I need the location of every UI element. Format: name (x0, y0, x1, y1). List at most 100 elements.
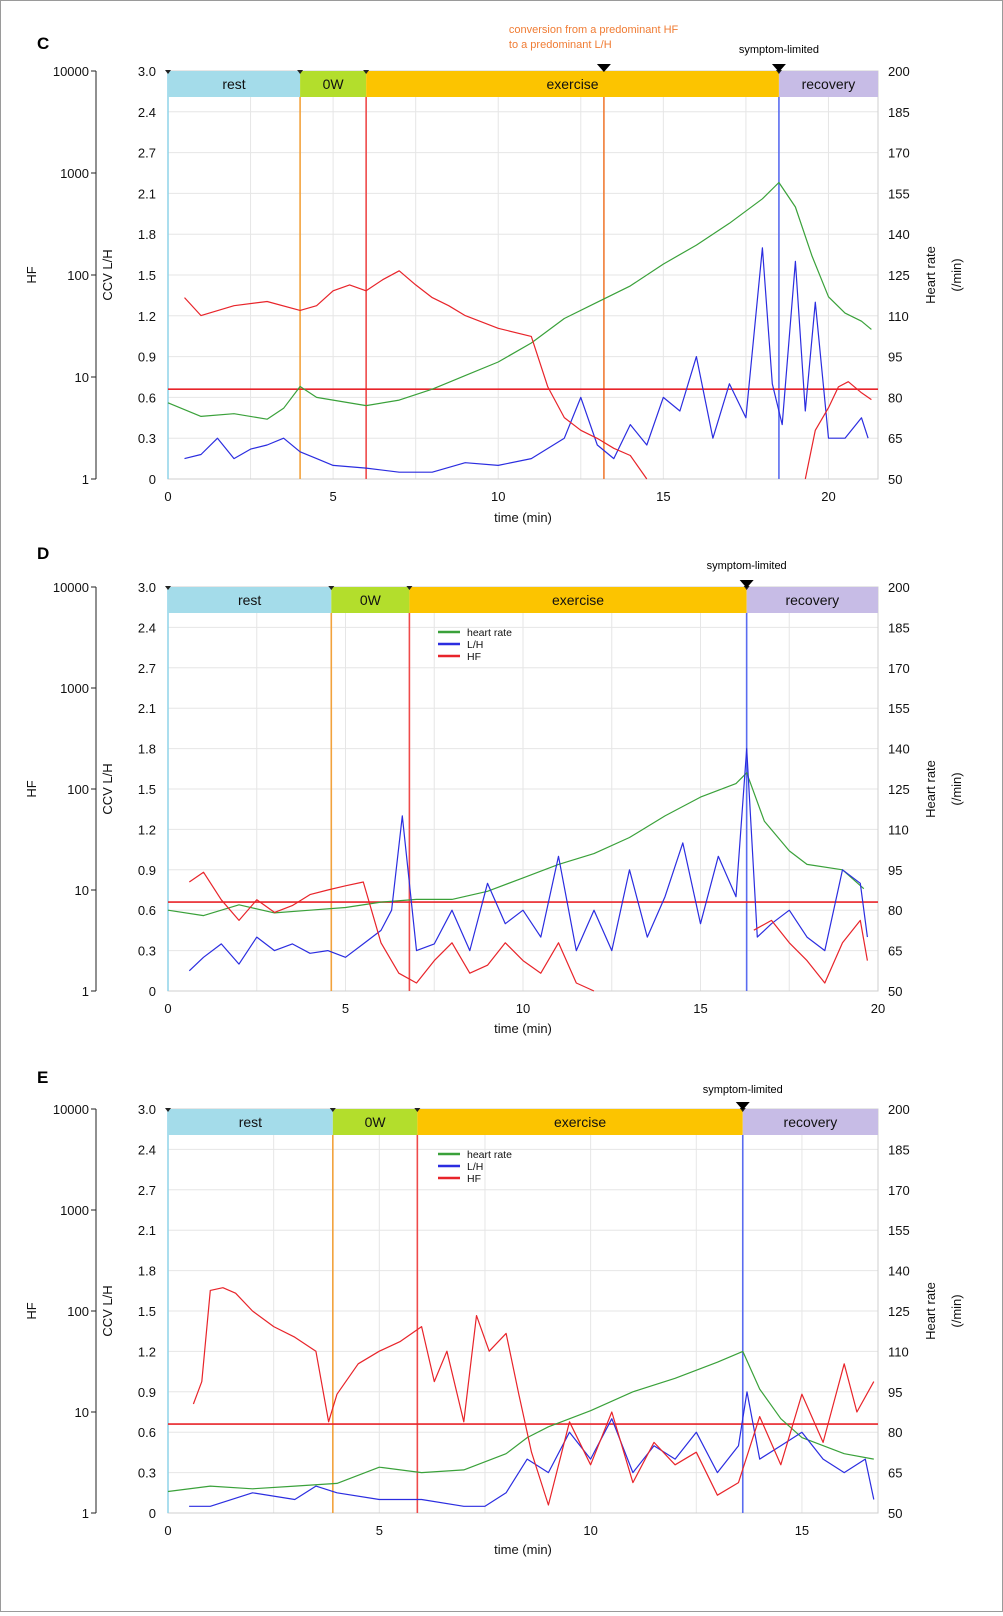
panel-d-x-tick-label: 20 (871, 1001, 885, 1016)
panel-e-hr-tick-label: 65 (888, 1466, 902, 1481)
panel-d-hr-tick-label: 185 (888, 620, 910, 635)
panel-e-lh-tick-label: 0.9 (138, 1385, 156, 1400)
panel-c-lh-tick-label: 0 (149, 472, 156, 487)
panel-d-lh-tick-label: 0.9 (138, 863, 156, 878)
panel-c-lh-tick-label: 1.2 (138, 309, 156, 324)
panel-e-lh-tick-label: 1.2 (138, 1344, 156, 1359)
panel-c-lh-tick-label: 2.1 (138, 186, 156, 201)
panel-e-hr-tick-label: 140 (888, 1264, 910, 1279)
panel-c-hr-tick-label: 125 (888, 268, 910, 283)
panel-d-series-lh-line (188, 747, 868, 972)
panel-c-x-tick-label: 0 (164, 489, 171, 504)
panel-e-phase-marker (165, 1108, 171, 1112)
panel-c-x-tick-label: 10 (491, 489, 505, 504)
panel-d-lh-tick-label: 2.7 (138, 661, 156, 676)
panel-e-lh-tick-label: 2.1 (138, 1223, 156, 1238)
panel-c-phase-0w (300, 71, 367, 97)
panel-d-hf-axis-label: HF (24, 780, 39, 797)
panel-c-series-hr-line (167, 181, 872, 420)
panel-d-phase-marker (406, 586, 413, 590)
panel-e-x-axis-label: time (min) (494, 1542, 552, 1557)
panel-d-phase-exercise (409, 587, 747, 613)
panel-d-phase-marker (328, 586, 335, 590)
panel-c-series-lh-line (184, 247, 869, 473)
panel-c-hr-axis-label: Heart rate (923, 246, 938, 304)
panel-e-x-tick-label: 10 (583, 1523, 597, 1538)
panel-e-legend-label: HF (467, 1173, 481, 1185)
panel-d-hr-tick-label: 95 (888, 863, 902, 878)
panel-d-hr-tick-label: 50 (888, 984, 902, 999)
panel-e-hf-tick-label: 10 (75, 1405, 89, 1420)
panel-e-lh-axis-label: CCV L/H (100, 1285, 115, 1336)
panel-c-hf-tick-label: 10 (75, 370, 89, 385)
panel-c-hr-tick-label: 155 (888, 186, 910, 201)
panel-e-hf-tick-label: 100 (67, 1304, 89, 1319)
panel-c-phase-marker (363, 70, 370, 74)
panel-d-legend-label: heart rate (467, 627, 512, 639)
panel-d-lh-tick-label: 0.3 (138, 944, 156, 959)
panel-c-hr-tick-label: 140 (888, 227, 910, 242)
panel-d-hf-tick-label: 10000 (53, 580, 89, 595)
panel-d-x-tick-label: 10 (516, 1001, 530, 1016)
panel-c-hr-tick-label: 80 (888, 390, 902, 405)
panel-c-x-tick-label: 15 (656, 489, 670, 504)
panel-d-hr-tick-label: 200 (888, 580, 910, 595)
panel-c-lh-tick-label: 0.6 (138, 390, 156, 405)
panel-c-phase-exercise (366, 71, 779, 97)
panel-c-lh-axis-label: CCV L/H (100, 249, 115, 300)
panel-e-letter: E (37, 1068, 48, 1087)
panel-d-hr-tick-label: 140 (888, 742, 910, 757)
panel-c-phase-marker (165, 70, 171, 74)
panel-e-hr-axis-unit: (/min) (949, 1294, 964, 1327)
panel-d-hr-tick-label: 155 (888, 701, 910, 716)
panel-e-hr-tick-label: 50 (888, 1506, 902, 1521)
panel-d-phase-label: rest (238, 592, 261, 608)
panel-c-annotation-marker (596, 64, 611, 72)
panel-e-phase-label: 0W (365, 1114, 387, 1130)
panel-d-series-hf-line (188, 871, 595, 992)
panel-d-lh-tick-label: 0 (149, 984, 156, 999)
panel-e-hr-tick-label: 125 (888, 1304, 910, 1319)
panel-e-phase-marker (414, 1108, 421, 1112)
panel-d-phase-label: exercise (552, 592, 604, 608)
panel-e-phase-rest (168, 1109, 333, 1135)
panel-d-hr-tick-label: 170 (888, 661, 910, 676)
panel-e-legend-label: heart rate (467, 1149, 512, 1161)
panel-d-legend-label: L/H (467, 639, 483, 651)
panel-d-lh-tick-label: 1.8 (138, 742, 156, 757)
panel-d-hf-tick-label: 1000 (60, 681, 89, 696)
panel-d-hr-tick-label: 80 (888, 903, 902, 918)
panel-c-hr-tick-label: 65 (888, 431, 902, 446)
panel-c-phase-recovery (778, 71, 878, 97)
panel-d-phase-label: 0W (360, 592, 382, 608)
panel-e-hf-tick-label: 1 (82, 1506, 89, 1521)
panel-c-hr-tick-label: 170 (888, 146, 910, 161)
panel-c-lh-tick-label: 1.8 (138, 227, 156, 242)
panel-c-x-tick-label: 20 (821, 489, 835, 504)
panel-d-phase-recovery (746, 587, 878, 613)
panel-d-hr-tick-label: 110 (888, 822, 909, 837)
panel-d-annotation-marker (739, 580, 754, 588)
panel-c-hf-tick-label: 100 (67, 268, 89, 283)
panel-e-series-hf-line (192, 1287, 875, 1506)
panel-c-hf-tick-label: 1 (82, 472, 89, 487)
panel-c-lh-tick-label: 0.3 (138, 431, 156, 446)
panel-c-hr-tick-label: 50 (888, 472, 902, 487)
panel-e-phase-recovery (742, 1109, 878, 1135)
panel-d-x-tick-label: 5 (342, 1001, 349, 1016)
panel-d-x-axis-label: time (min) (494, 1021, 552, 1036)
panel-d-hr-axis-label: Heart rate (923, 760, 938, 818)
panel-e-lh-tick-label: 0.6 (138, 1425, 156, 1440)
panel-d-lh-tick-label: 1.5 (138, 782, 156, 797)
panel-e-phase-label: rest (239, 1114, 262, 1130)
panel-d-hr-axis-unit: (/min) (949, 772, 964, 805)
panel-c-hr-axis-unit: (/min) (949, 258, 964, 291)
panel-e-phase-label: recovery (784, 1114, 838, 1130)
panel-d-hf-tick-label: 10 (75, 883, 89, 898)
panel-c-hr-tick-label: 110 (888, 309, 909, 324)
panel-d-phase-rest (168, 587, 332, 613)
panel-d-hr-tick-label: 65 (888, 944, 902, 959)
panel-d-lh-tick-label: 0.6 (138, 903, 156, 918)
